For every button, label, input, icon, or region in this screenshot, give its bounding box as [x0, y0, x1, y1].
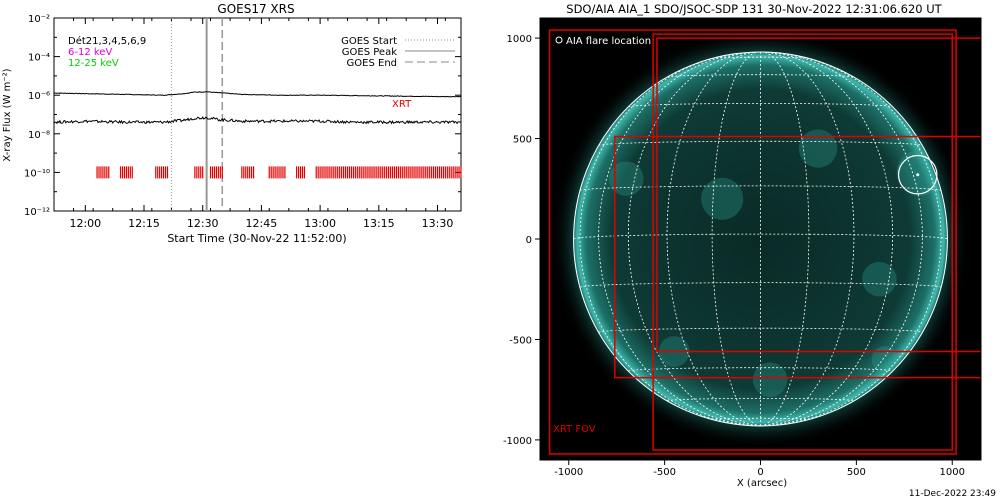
aia-x-axis: -1000 -500 0 500 1000	[554, 460, 965, 478]
latitude-line	[666, 397, 855, 402]
goes-x-tick-label: 12:15	[128, 217, 160, 230]
xrt-fov-label: XRT FOV	[553, 424, 596, 435]
goes-x-tick-label: 13:30	[422, 217, 454, 230]
longitude-line	[666, 52, 761, 426]
latitude-line	[628, 367, 893, 372]
goes-y-tick-label: 10⁻⁴	[28, 53, 50, 64]
goes-y-axis: 10⁻¹² 10⁻¹⁰ 10⁻⁸ 10⁻⁶ 10⁻⁴ 10⁻²	[24, 14, 461, 218]
legend-goes-peak: GOES Peak	[342, 47, 397, 58]
longitude-line	[627, 52, 761, 426]
longitude-line	[598, 52, 761, 426]
aia-y-tick-label: 0	[526, 235, 532, 246]
longitude-line	[760, 52, 855, 426]
goes-x-tick-label: 13:00	[304, 217, 336, 230]
latitude-line	[667, 74, 854, 78]
latitude-line	[579, 282, 942, 288]
longitude-line	[760, 52, 810, 426]
longitude-line	[760, 52, 923, 426]
goes-x-axis: 12:00 12:15 12:30 12:45 13:00 13:15 13:30	[53, 18, 454, 230]
latitude-line	[598, 327, 923, 333]
goes-series-line-6-12kev	[54, 91, 462, 98]
aia-y-tick-label: 500	[513, 135, 532, 146]
goes-x-tick-label: 12:00	[69, 217, 101, 230]
xrt-fov-box	[652, 33, 953, 451]
latitude-line	[573, 233, 948, 240]
legend-goes-start: GOES Start	[341, 36, 397, 47]
longitude-line	[579, 52, 761, 426]
goes-series-line-12-25kev	[53, 116, 462, 125]
legend-series-6-12kev: 6-12 keV	[68, 47, 112, 58]
active-region	[609, 161, 644, 196]
active-region	[862, 261, 897, 297]
xrt-fov-box	[656, 37, 981, 353]
aia-x-tick-label: 1000	[940, 467, 965, 478]
aia-y-axis: -1000 -500 0 500 1000	[503, 34, 540, 447]
aia-y-tick-label: -1000	[503, 436, 532, 447]
xrt-fov-box	[548, 29, 957, 455]
latitude-line	[598, 140, 923, 146]
detector-label: Dét21,3,4,5,6,9	[68, 35, 146, 47]
latitude-line	[711, 417, 810, 420]
xrt-coverage-marks	[96, 166, 462, 179]
xrt-fov-boxes	[548, 29, 981, 455]
latitude-line	[579, 185, 942, 191]
goes-x-tick-label: 12:30	[187, 217, 219, 230]
goes-y-tick-label: 10⁻¹⁰	[24, 168, 50, 179]
goes-xrs-chart: GOES17 XRS 10⁻¹² 10⁻¹⁰ 10⁻⁸ 10⁻⁶ 10⁻⁴ 10⁻² 12…	[2, 2, 462, 245]
active-region	[701, 177, 744, 220]
goes-event-lines	[170, 18, 224, 211]
xrt-fov-box	[614, 135, 981, 379]
goes-y-tick-label: 10⁻⁶	[28, 91, 50, 102]
longitude-line	[711, 52, 761, 426]
legend-flare-icon	[555, 36, 563, 44]
active-region	[798, 129, 838, 168]
aia-x-tick-label: 0	[757, 467, 763, 478]
goes-chart-title: GOES17 XRS	[217, 2, 294, 16]
goes-series	[53, 91, 462, 125]
footer-timestamp: 11-Dec-2022 23:49	[909, 489, 996, 499]
flare-location-marker	[897, 154, 938, 195]
goes-x-axis-label: Start Time (30-Nov-22 11:52:00)	[167, 232, 346, 245]
goes-y-axis-label: X-ray Flux (W m⁻²)	[2, 68, 13, 161]
aia-x-axis-label: X (arcsec)	[737, 478, 787, 489]
aia-x-tick-label: 500	[847, 467, 866, 478]
aia-legend-flare-label: AIA flare location	[566, 36, 651, 47]
sun-disk	[573, 52, 948, 426]
aia-y-tick-label: 1000	[507, 34, 532, 45]
aia-image-panel: SDO/AIA AIA_1 SDO/JSOC-SDP 131 30-Nov-20…	[503, 2, 982, 489]
aia-x-tick-label: -500	[653, 467, 676, 478]
aia-y-tick-label: -500	[509, 335, 532, 346]
longitude-line	[760, 52, 942, 426]
active-region	[752, 362, 788, 397]
longitude-line	[760, 52, 894, 426]
legend-series-12-25kev: 12-25 keV	[68, 58, 119, 69]
legend-goes-end: GOES End	[347, 58, 397, 69]
goes-y-tick-label: 10⁻⁸	[28, 130, 50, 141]
sun-limb	[573, 51, 948, 427]
xrt-curve-label: XRT	[392, 99, 412, 110]
flare-point	[916, 173, 920, 177]
goes-x-tick-label: 12:45	[246, 217, 278, 230]
latitude-line	[628, 103, 893, 108]
aia-x-tick-label: -1000	[554, 467, 583, 478]
latitude-line	[712, 56, 809, 59]
aia-image-title: SDO/AIA AIA_1 SDO/JSOC-SDP 131 30-Nov-20…	[566, 2, 942, 16]
goes-legend: GOES Start GOES Peak GOES End	[341, 36, 455, 69]
goes-y-tick-label: 10⁻¹²	[24, 207, 50, 218]
goes-y-tick-label: 10⁻²	[28, 14, 50, 25]
goes-x-tick-label: 13:15	[363, 217, 395, 230]
